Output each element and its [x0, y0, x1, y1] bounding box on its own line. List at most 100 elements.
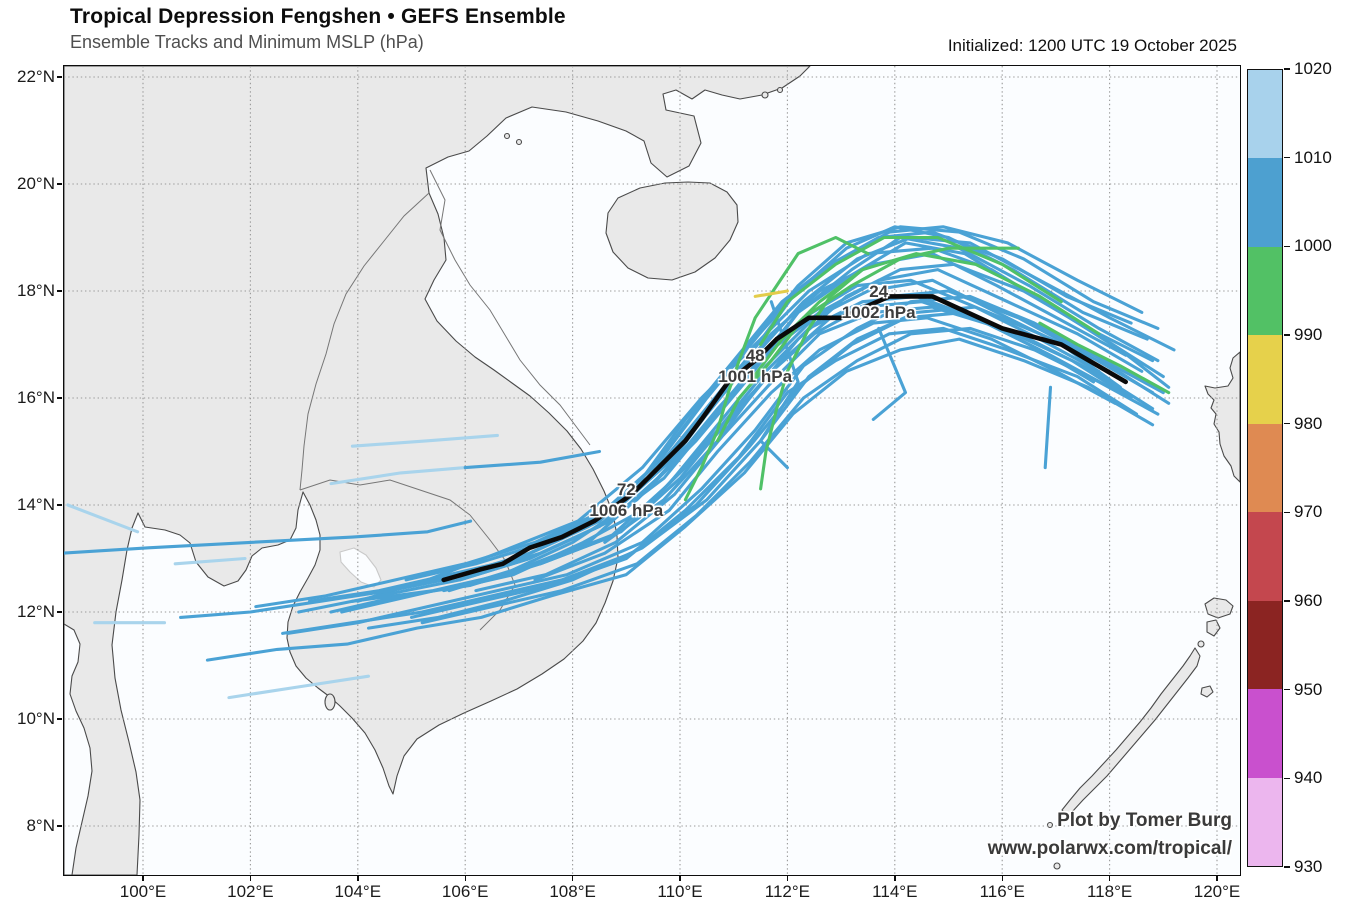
ensemble-track-blue [441, 262, 1154, 592]
x-tick-label: 110°E [657, 882, 703, 901]
y-axis-tick [57, 76, 62, 78]
ensemble-track-light [65, 502, 139, 533]
colorbar [1247, 69, 1283, 867]
x-tick-label: 104°E [334, 882, 382, 901]
ensemble-track-blue [532, 315, 1117, 581]
ensemble-track-green [683, 235, 870, 501]
colorbar-tick-label: 970 [1294, 502, 1323, 522]
ensemble-track-blue [307, 230, 1133, 603]
land-islet [515, 138, 522, 145]
colorbar-segment-1010-1020 [1248, 70, 1282, 159]
colorbar-segment-1000-1010 [1248, 158, 1282, 247]
ensemble-track-yellow [753, 288, 789, 298]
land-island [1205, 618, 1221, 637]
land-islet [1052, 861, 1061, 870]
map-svg [63, 65, 1240, 875]
land-hainan-island [604, 180, 739, 281]
x-axis-tick [894, 876, 896, 881]
colorbar-tick [1284, 511, 1290, 514]
grid-layer [63, 65, 1240, 875]
map-plot-area [62, 64, 1241, 876]
y-tick-label: 18°N [17, 281, 55, 300]
ensemble-track-blue [205, 337, 1154, 662]
ensemble-track-light [226, 674, 370, 699]
colorbar-tick [1284, 68, 1290, 70]
y-tick-label: 16°N [17, 388, 55, 407]
ensemble-track-green [758, 267, 864, 490]
colorbar-tick [1284, 422, 1290, 425]
x-tick-label: 118°E [1086, 882, 1133, 901]
land-islet [776, 86, 783, 93]
forecast-hour: 72 [616, 479, 636, 499]
land-islet [760, 90, 769, 99]
colorbar-segment-980-990 [1248, 335, 1282, 424]
colorbar-tick-label: 980 [1294, 413, 1323, 433]
forecast-mslp: 1002 hPa [841, 302, 916, 322]
x-tick-label: 100°E [119, 882, 167, 901]
x-axis-tick [357, 876, 359, 881]
ensemble-track-blue [63, 519, 472, 555]
ensemble-track-layer [63, 224, 1176, 699]
colorbar-segment-960-970 [1248, 512, 1282, 601]
colorbar-tick [1284, 866, 1290, 868]
track-label-48: 48 1001 hPa [718, 345, 792, 387]
x-axis-tick [679, 876, 681, 881]
land-islet [1199, 684, 1214, 698]
colorbar-tick-label: 1000 [1294, 236, 1332, 256]
x-tick-label: 106°E [441, 882, 489, 901]
x-axis-tick [464, 876, 466, 881]
page-title: Tropical Depression Fengshen • GEFS Ense… [70, 5, 566, 28]
x-tick-label: 112°E [764, 882, 811, 901]
colorbar-segment-990-1000 [1248, 246, 1282, 336]
x-tick-label: 102°E [227, 882, 274, 901]
border-line [299, 192, 429, 490]
x-tick-label: 114°E [872, 882, 918, 901]
y-axis-tick [57, 397, 62, 399]
x-axis-tick [1216, 876, 1218, 881]
chart-subtitle: Ensemble Tracks and Minimum MSLP (hPa) [70, 32, 424, 52]
x-tick-label: 108°E [549, 882, 596, 901]
ensemble-track-blue [253, 224, 1159, 608]
x-axis-tick [249, 876, 252, 881]
border-line [299, 478, 470, 515]
colorbar-tick-label: 1010 [1294, 147, 1332, 167]
y-tick-label: 10°N [17, 709, 55, 728]
x-axis-tick [571, 876, 574, 881]
y-tick-label: 12°N [17, 602, 55, 621]
land-islet [1196, 639, 1205, 648]
attribution-url: www.polarwx.com/tropical/ [987, 838, 1232, 859]
forecast-mslp: 1001 hPa [718, 366, 793, 386]
ensemble-track-blue [420, 326, 1159, 624]
ensemble-track-light [328, 465, 467, 485]
colorbar-tick-label: 950 [1294, 679, 1323, 699]
ensemble-track-blue [871, 326, 907, 421]
attribution-author: Plot by Tomer Burg [1057, 810, 1232, 831]
colorbar-tick [1284, 600, 1290, 602]
ensemble-track-light [350, 433, 499, 448]
mean-track [440, 293, 1128, 582]
colorbar-tick-label: 940 [1294, 768, 1323, 788]
ensemble-track-green [758, 235, 1063, 346]
colorbar-segment-970-980 [1248, 423, 1282, 513]
forecast-hour: 48 [745, 345, 765, 365]
y-axis-tick [57, 290, 62, 292]
y-tick-label: 14°N [17, 495, 55, 514]
colorbar-segment-930-940 [1248, 777, 1282, 866]
ensemble-track-blue [463, 449, 601, 469]
colorbar-tick-label: 1020 [1294, 59, 1332, 78]
border-line [429, 169, 590, 445]
x-tick-label: 120°E [1193, 882, 1241, 901]
track-label-72: 72 1006 hPa [589, 479, 663, 521]
y-axis-tick [57, 183, 62, 185]
ensemble-track-blue [285, 294, 1165, 635]
land-islet [1046, 821, 1053, 828]
y-tick-label: 20°N [17, 174, 55, 193]
colorbar-tick [1284, 688, 1290, 691]
track-label-24: 24 1002 hPa [842, 281, 916, 323]
colorbar-tick [1284, 156, 1290, 159]
forecast-mslp: 1006 hPa [589, 500, 664, 520]
y-axis-tick [57, 825, 62, 827]
land-luzon-coast [1203, 350, 1240, 483]
colorbar-tick-label: 990 [1294, 325, 1323, 344]
land-islet [503, 132, 510, 139]
